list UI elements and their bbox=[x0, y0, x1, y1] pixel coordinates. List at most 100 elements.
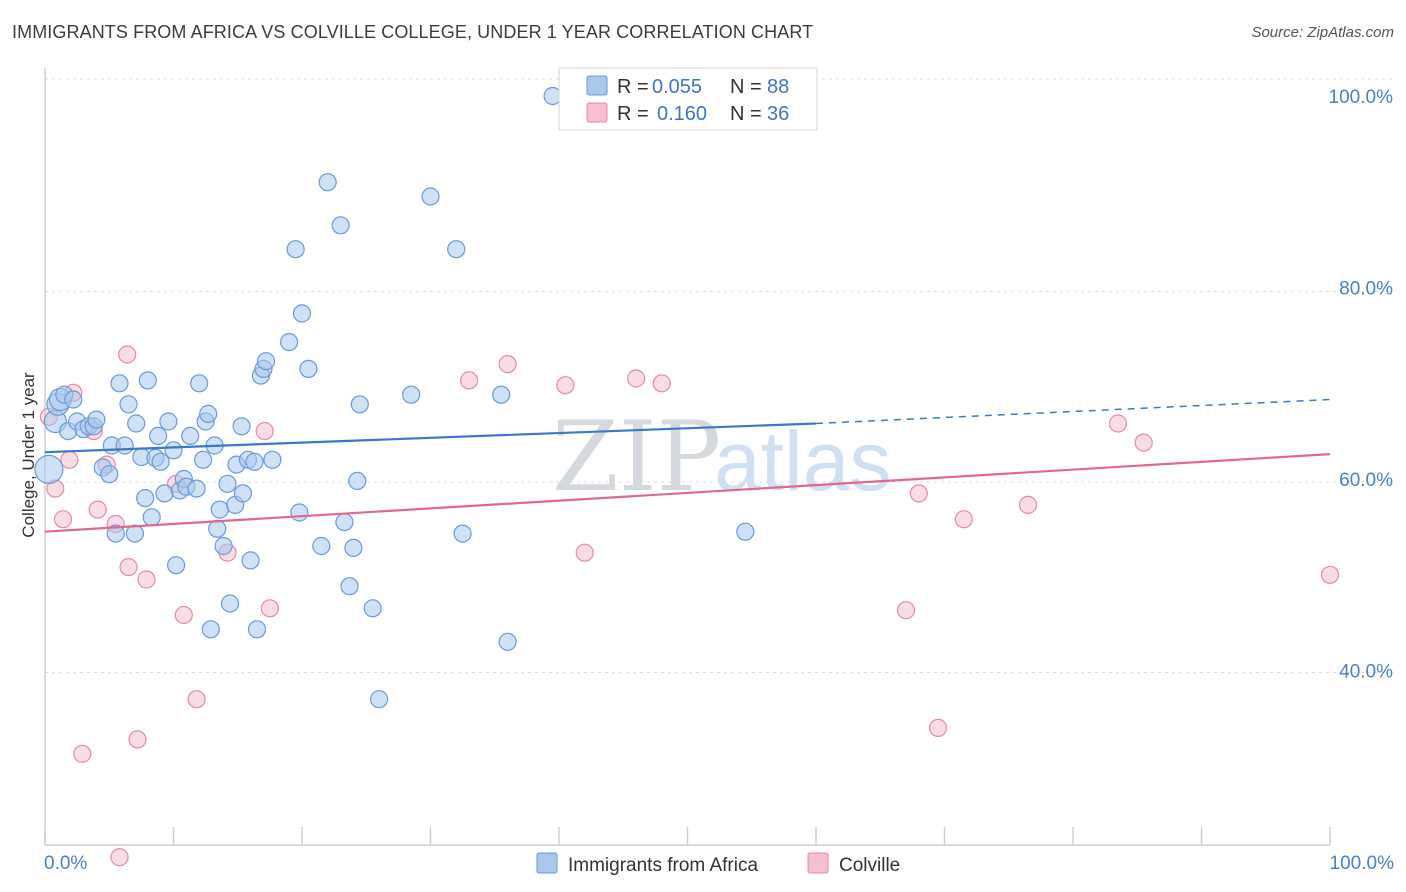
africa-point-82 bbox=[736, 522, 755, 541]
africa-point-20 bbox=[127, 414, 146, 433]
africa-point-19 bbox=[125, 524, 144, 543]
africa-point-36 bbox=[187, 479, 206, 498]
y-tick-label-60: 60.0% bbox=[1339, 470, 1393, 491]
colville-point-21 bbox=[460, 371, 479, 390]
africa-point-23 bbox=[138, 371, 157, 390]
africa-point-45 bbox=[214, 536, 233, 556]
africa-point-69 bbox=[340, 577, 359, 596]
colville-point-3 bbox=[60, 450, 79, 469]
africa-point-61 bbox=[286, 240, 305, 259]
colville-point-12 bbox=[119, 557, 138, 577]
africa-point-50 bbox=[232, 417, 251, 436]
colville-point-23 bbox=[556, 376, 575, 395]
legend-r-value-2: 0.160 bbox=[657, 103, 707, 125]
colville-point-16 bbox=[174, 605, 193, 625]
colville-point-14 bbox=[137, 570, 156, 589]
y-axis-title: College, Under 1 year bbox=[19, 372, 38, 538]
colville-point-5 bbox=[73, 744, 92, 763]
x-tick-label-max: 100.0% bbox=[1330, 853, 1395, 874]
africa-point-17 bbox=[115, 436, 134, 455]
colville-point-31 bbox=[1018, 495, 1038, 514]
colville-point-29 bbox=[928, 718, 948, 738]
africa-point-58 bbox=[256, 352, 276, 371]
x-ticks bbox=[44, 827, 1331, 845]
trend-line-africa-extension bbox=[815, 398, 1331, 425]
africa-point-74 bbox=[370, 690, 389, 709]
africa-point-13 bbox=[100, 465, 119, 484]
africa-point-30 bbox=[164, 441, 183, 460]
x-tick-label-min: 0.0% bbox=[44, 853, 87, 874]
colville-point-20 bbox=[260, 599, 279, 618]
africa-point-26 bbox=[149, 426, 168, 445]
chart-title: IMMIGRANTS FROM AFRICA VS COLVILLE COLLE… bbox=[12, 22, 814, 42]
legend-n-label-2: N = bbox=[730, 103, 762, 125]
africa-point-59 bbox=[263, 450, 282, 469]
africa-point-40 bbox=[199, 404, 218, 423]
legend-swatch-pink bbox=[586, 102, 608, 123]
colville-point-26 bbox=[652, 374, 671, 393]
africa-point-73 bbox=[363, 599, 382, 618]
africa-point-37 bbox=[190, 374, 209, 393]
africa-point-54 bbox=[245, 452, 264, 471]
legend-r-label-2: R = bbox=[617, 103, 649, 125]
colville-point-32 bbox=[1108, 414, 1128, 433]
colville-point-2 bbox=[53, 510, 73, 529]
africa-point-62 bbox=[290, 503, 309, 522]
africa-point-43 bbox=[208, 519, 227, 538]
points-layer bbox=[34, 82, 1340, 867]
y-tick-labels: 40.0% 60.0% 80.0% 100.0% bbox=[1329, 87, 1394, 683]
africa-point-72 bbox=[350, 395, 369, 414]
legend-n-label-1: N = bbox=[730, 76, 762, 98]
africa-point-41 bbox=[201, 620, 220, 639]
trend-line-africa bbox=[44, 422, 817, 454]
colville-point-27 bbox=[896, 601, 916, 620]
colville-point-17 bbox=[187, 690, 206, 709]
africa-point-77 bbox=[447, 240, 466, 259]
colville-point-13 bbox=[128, 730, 147, 749]
africa-point-79 bbox=[492, 385, 511, 404]
africa-point-46 bbox=[218, 474, 237, 493]
legend-n-value-2: 36 bbox=[767, 103, 789, 125]
africa-point-16 bbox=[110, 374, 129, 393]
africa-point-70 bbox=[344, 538, 363, 558]
africa-point-0 bbox=[34, 454, 64, 484]
legend-item-colville: Colville bbox=[839, 855, 900, 876]
africa-point-27 bbox=[151, 452, 170, 471]
legend-item-colville-swatch bbox=[807, 852, 829, 874]
watermark: ZIP atlas bbox=[552, 401, 891, 513]
africa-point-24 bbox=[142, 508, 161, 527]
legend-item-africa: Immigrants from Africa bbox=[568, 855, 758, 876]
africa-point-66 bbox=[318, 173, 337, 192]
colville-point-34 bbox=[1320, 565, 1340, 584]
africa-point-80 bbox=[498, 632, 517, 651]
colville-point-24 bbox=[575, 543, 594, 562]
series-legend: Immigrants from Africa Colville bbox=[536, 852, 900, 876]
legend-r-label-1: R = bbox=[617, 76, 649, 98]
africa-point-64 bbox=[299, 359, 318, 378]
colville-point-28 bbox=[909, 484, 928, 503]
africa-point-15 bbox=[106, 524, 125, 543]
colville-point-10 bbox=[110, 848, 129, 867]
africa-point-60 bbox=[280, 333, 299, 352]
africa-point-6 bbox=[64, 390, 83, 409]
africa-point-67 bbox=[331, 216, 350, 235]
legend-n-value-1: 88 bbox=[767, 76, 789, 98]
colville-point-11 bbox=[118, 345, 137, 364]
africa-point-44 bbox=[210, 500, 229, 519]
africa-point-65 bbox=[312, 536, 331, 556]
colville-point-25 bbox=[626, 369, 646, 388]
legend-r-value-1: 0.055 bbox=[652, 76, 702, 98]
trend-layer bbox=[44, 398, 1331, 533]
africa-point-76 bbox=[421, 187, 440, 206]
watermark-zip: ZIP bbox=[552, 401, 721, 513]
africa-point-51 bbox=[233, 484, 252, 503]
africa-point-55 bbox=[247, 620, 267, 639]
y-tick-label-80: 80.0% bbox=[1339, 279, 1393, 300]
africa-point-28 bbox=[155, 484, 174, 503]
africa-point-63 bbox=[292, 304, 312, 323]
africa-point-31 bbox=[167, 556, 186, 575]
y-tick-label-40: 40.0% bbox=[1339, 662, 1393, 683]
africa-point-53 bbox=[241, 551, 260, 570]
africa-point-18 bbox=[119, 395, 138, 414]
